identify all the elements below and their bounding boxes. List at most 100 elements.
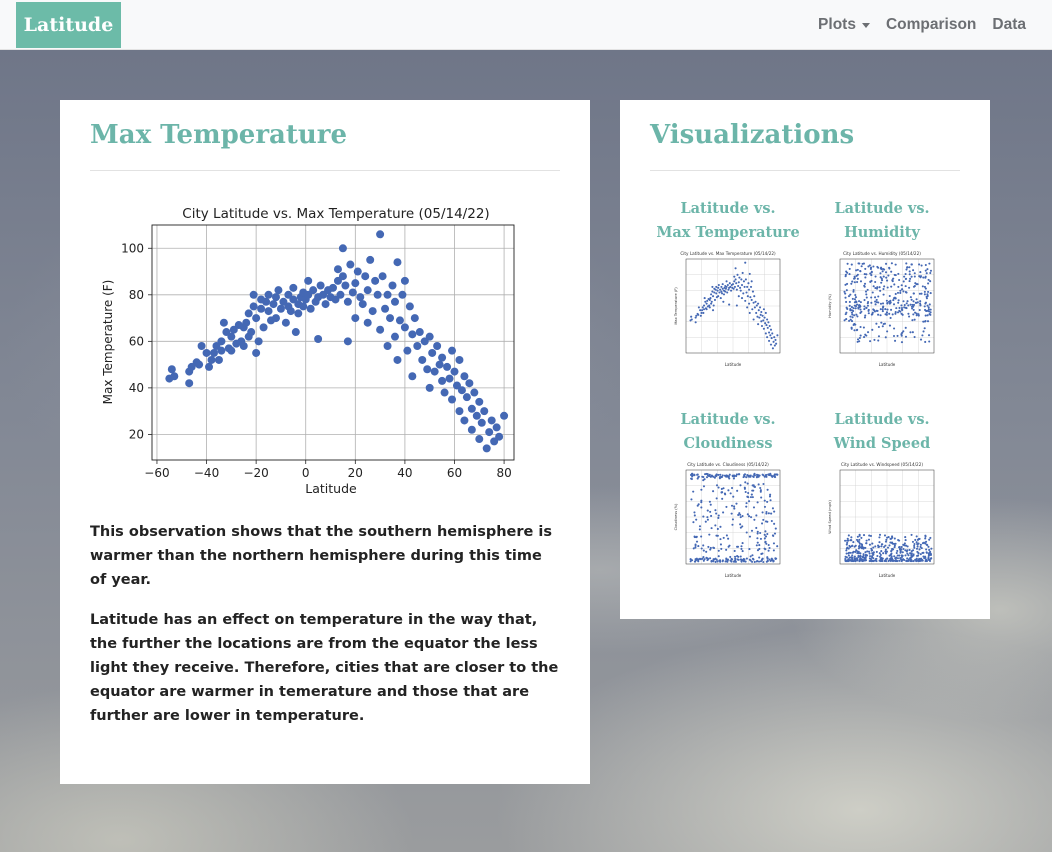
thumbnail-data-point xyxy=(850,536,853,539)
thumbnail-data-point xyxy=(851,544,854,547)
thumbnail-data-point xyxy=(877,313,880,316)
thumbnail-data-point xyxy=(844,557,847,561)
thumbnail-data-point xyxy=(867,309,870,312)
thumbnail-data-point xyxy=(717,284,720,287)
thumbnail-title-line2: Wind Speed xyxy=(833,435,931,452)
thumbnail-data-point xyxy=(909,277,912,280)
thumbnail-data-point xyxy=(884,548,887,551)
thumbnail-data-point xyxy=(894,274,897,277)
thumbnail-data-point xyxy=(710,302,713,305)
thumbnail-data-point xyxy=(928,262,931,265)
thumbnail-data-point xyxy=(929,280,932,283)
thumbnail-data-point xyxy=(899,557,902,560)
thumbnail-cloudiness[interactable]: Latitude vs. Cloudiness City Latitude vs… xyxy=(653,408,803,580)
thumbnail-data-point xyxy=(871,328,874,331)
thumbnail-data-point xyxy=(716,527,719,531)
thumbnail-data-point xyxy=(735,304,738,307)
data-point xyxy=(368,307,377,316)
thumbnail-data-point xyxy=(702,311,705,315)
thumbnail-data-point xyxy=(733,507,736,510)
data-point xyxy=(415,328,424,337)
thumbnail-data-point xyxy=(871,552,875,555)
thumbnail-data-point xyxy=(760,320,763,323)
thumbnail-data-point xyxy=(848,304,851,307)
thumbnail-data-point xyxy=(901,551,904,554)
thumbnail-data-point xyxy=(734,278,737,281)
title-divider xyxy=(90,170,560,171)
thumbnail-data-point xyxy=(893,327,896,330)
thumbnail-data-point xyxy=(927,308,930,311)
thumbnail-data-point xyxy=(925,548,928,551)
thumbnail-data-point xyxy=(771,347,774,350)
thumbnail-data-point xyxy=(865,273,868,276)
thumbnail-data-point xyxy=(913,542,916,546)
thumbnail-data-point xyxy=(745,531,748,534)
thumbnail-data-point xyxy=(896,291,900,294)
data-point xyxy=(438,376,447,385)
thumbnail-data-point xyxy=(715,558,718,561)
thumbnail-data-point xyxy=(702,515,705,518)
thumbnail-data-point xyxy=(751,554,754,557)
thumbnail-data-point xyxy=(765,510,768,514)
thumbnail-data-point xyxy=(765,542,768,545)
thumbnail-data-point xyxy=(926,304,929,307)
thumbnail-data-point xyxy=(864,314,867,317)
brand-logo-link[interactable]: Latitude xyxy=(16,2,121,48)
thumbnail-data-point xyxy=(756,315,759,318)
data-point xyxy=(299,302,308,311)
thumbnail-x-label: Latitude xyxy=(725,362,742,367)
thumbnail-data-point xyxy=(881,325,884,328)
thumbnail-data-point xyxy=(721,560,724,563)
data-point xyxy=(341,281,350,290)
thumbnail-data-point xyxy=(726,291,729,294)
thumbnail-data-point xyxy=(708,533,711,536)
data-point xyxy=(289,283,298,292)
data-point xyxy=(418,355,427,364)
thumbnail-data-point xyxy=(898,278,901,282)
thumbnail-data-point xyxy=(702,308,706,311)
thumbnail-data-point xyxy=(929,292,932,295)
thumbnail-wind-speed[interactable]: Latitude vs. Wind Speed City Latitude vs… xyxy=(807,408,957,580)
thumbnail-data-point xyxy=(848,551,851,554)
thumbnail-data-point xyxy=(875,287,879,290)
thumbnail-data-point xyxy=(740,558,743,561)
thumbnail-data-point xyxy=(770,337,773,340)
thumbnail-data-point xyxy=(869,534,873,538)
thumbnail-data-point xyxy=(854,305,858,308)
data-point xyxy=(373,290,382,299)
thumbnail-data-point xyxy=(910,550,913,553)
thumbnail-data-point xyxy=(752,506,756,509)
data-point xyxy=(185,379,194,388)
nav-data-link[interactable]: Data xyxy=(992,16,1026,33)
thumbnail-data-point xyxy=(758,316,761,319)
thumbnail-data-point xyxy=(913,546,916,549)
thumbnail-data-point xyxy=(849,293,852,296)
thumbnail-data-point xyxy=(764,332,767,335)
thumbnail-data-point xyxy=(736,489,739,492)
thumbnail-data-point xyxy=(749,559,752,562)
thumbnail-data-point xyxy=(856,535,859,538)
thumbnail-humidity[interactable]: Latitude vs. Humidity City Latitude vs. … xyxy=(807,197,957,369)
thumbnail-data-point xyxy=(691,475,694,478)
data-point xyxy=(351,279,360,288)
thumbnail-data-point xyxy=(715,292,718,295)
thumbnail-max-temperature[interactable]: Latitude vs. Max Temperature City Latitu… xyxy=(653,197,803,369)
data-point xyxy=(353,267,362,276)
thumbnail-data-point xyxy=(903,542,906,545)
thumbnail-data-point xyxy=(715,285,718,288)
nav-plots-dropdown[interactable]: Plots xyxy=(818,16,870,34)
thumbnail-data-point xyxy=(717,549,720,552)
thumbnail-data-point xyxy=(713,476,716,479)
thumbnail-data-point xyxy=(891,280,894,283)
thumbnail-data-point xyxy=(906,266,909,269)
thumbnail-data-point xyxy=(882,275,885,278)
thumbnail-data-point xyxy=(908,273,911,276)
data-point xyxy=(264,307,273,316)
nav-comparison-link[interactable]: Comparison xyxy=(885,16,977,33)
thumbnail-data-point xyxy=(856,340,859,343)
thumbnail-data-point xyxy=(845,552,848,555)
thumbnail-data-point xyxy=(887,274,890,277)
thumbnail-data-point xyxy=(887,560,890,563)
thumbnail-data-point xyxy=(858,533,861,536)
thumbnail-data-point xyxy=(762,327,765,330)
